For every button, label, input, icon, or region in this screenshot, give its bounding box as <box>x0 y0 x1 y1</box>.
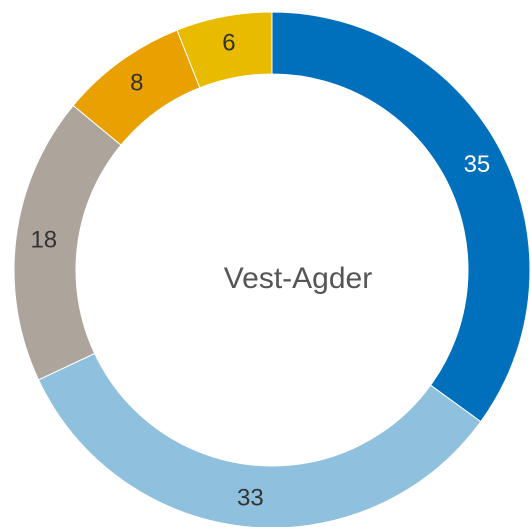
center-label: Vest-Agder <box>224 262 372 295</box>
slice-label: 8 <box>130 69 143 96</box>
slice-label: 35 <box>464 151 491 178</box>
slice-label: 18 <box>30 227 57 254</box>
donut-slice <box>271 11 531 423</box>
slice-label: 33 <box>237 484 264 511</box>
donut-slice <box>37 352 482 527</box>
donut-slice <box>176 11 273 89</box>
slice-label: 6 <box>222 29 235 56</box>
